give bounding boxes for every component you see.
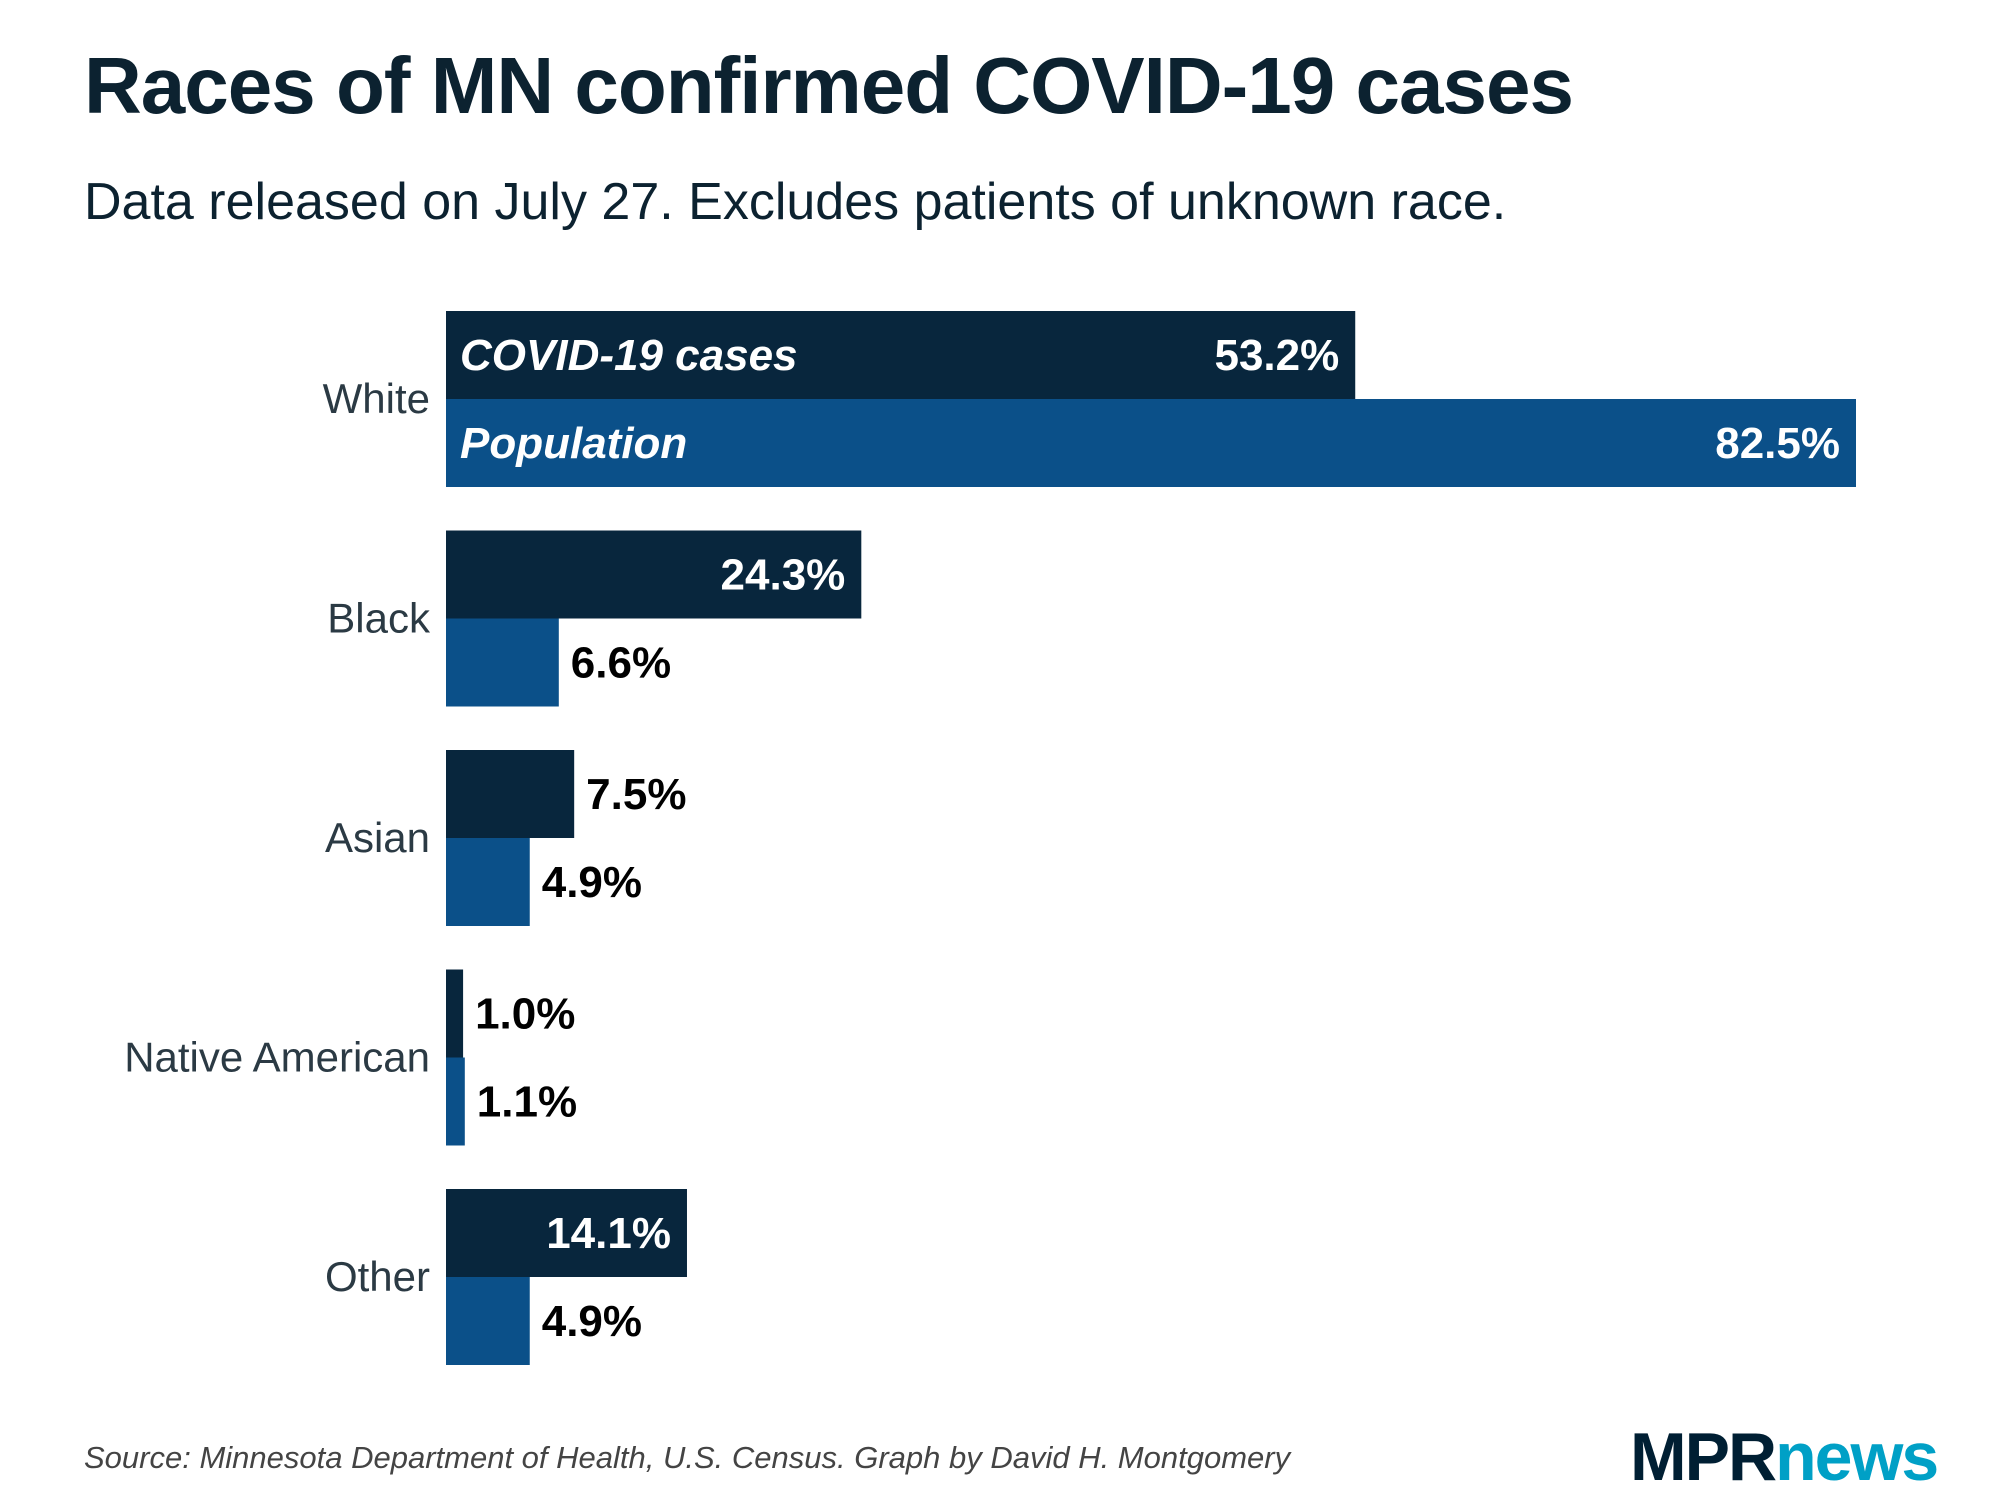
data-label: 1.1% bbox=[477, 1078, 577, 1127]
data-label: 82.5% bbox=[1715, 419, 1840, 468]
bar-population bbox=[446, 838, 530, 926]
legend-label: COVID-19 cases bbox=[460, 331, 798, 380]
category-label: Asian bbox=[325, 814, 430, 861]
bar-cases bbox=[446, 750, 575, 838]
chart-title: Races of MN confirmed COVID-19 cases bbox=[84, 41, 1574, 130]
category-label: Other bbox=[325, 1253, 430, 1300]
bar-cases bbox=[446, 530, 862, 619]
bar-population bbox=[446, 618, 559, 707]
data-label: 14.1% bbox=[546, 1209, 671, 1258]
bar-cases bbox=[446, 311, 1356, 399]
source-note: Source: Minnesota Department of Health, … bbox=[84, 1440, 1291, 1475]
chart-subtitle: Data released on July 27. Excludes patie… bbox=[84, 173, 1507, 231]
category-label: White bbox=[323, 375, 430, 422]
category-label: Native American bbox=[124, 1034, 430, 1081]
category-label: Black bbox=[327, 595, 431, 642]
bar-population bbox=[446, 399, 1856, 487]
data-label: 1.0% bbox=[475, 990, 575, 1039]
bar-population bbox=[446, 1057, 465, 1146]
bar-chart: White 53.2% COVID-19 cases 82.5% Population B… bbox=[124, 311, 1856, 1365]
bar-cases bbox=[446, 1189, 687, 1277]
bar-cases bbox=[446, 969, 464, 1058]
legend-label: Population bbox=[460, 419, 687, 468]
logo-mpr: MPR bbox=[1630, 1419, 1777, 1495]
logo-news: news bbox=[1775, 1419, 1939, 1495]
data-label: 53.2% bbox=[1214, 331, 1339, 380]
mpr-news-logo: MPRnews bbox=[1630, 1418, 1939, 1496]
data-label: 6.6% bbox=[571, 639, 671, 688]
data-label: 24.3% bbox=[721, 551, 846, 600]
bar-population bbox=[446, 1277, 530, 1365]
data-label: 4.9% bbox=[542, 858, 642, 907]
data-label: 7.5% bbox=[586, 770, 686, 819]
data-label: 4.9% bbox=[542, 1297, 642, 1346]
